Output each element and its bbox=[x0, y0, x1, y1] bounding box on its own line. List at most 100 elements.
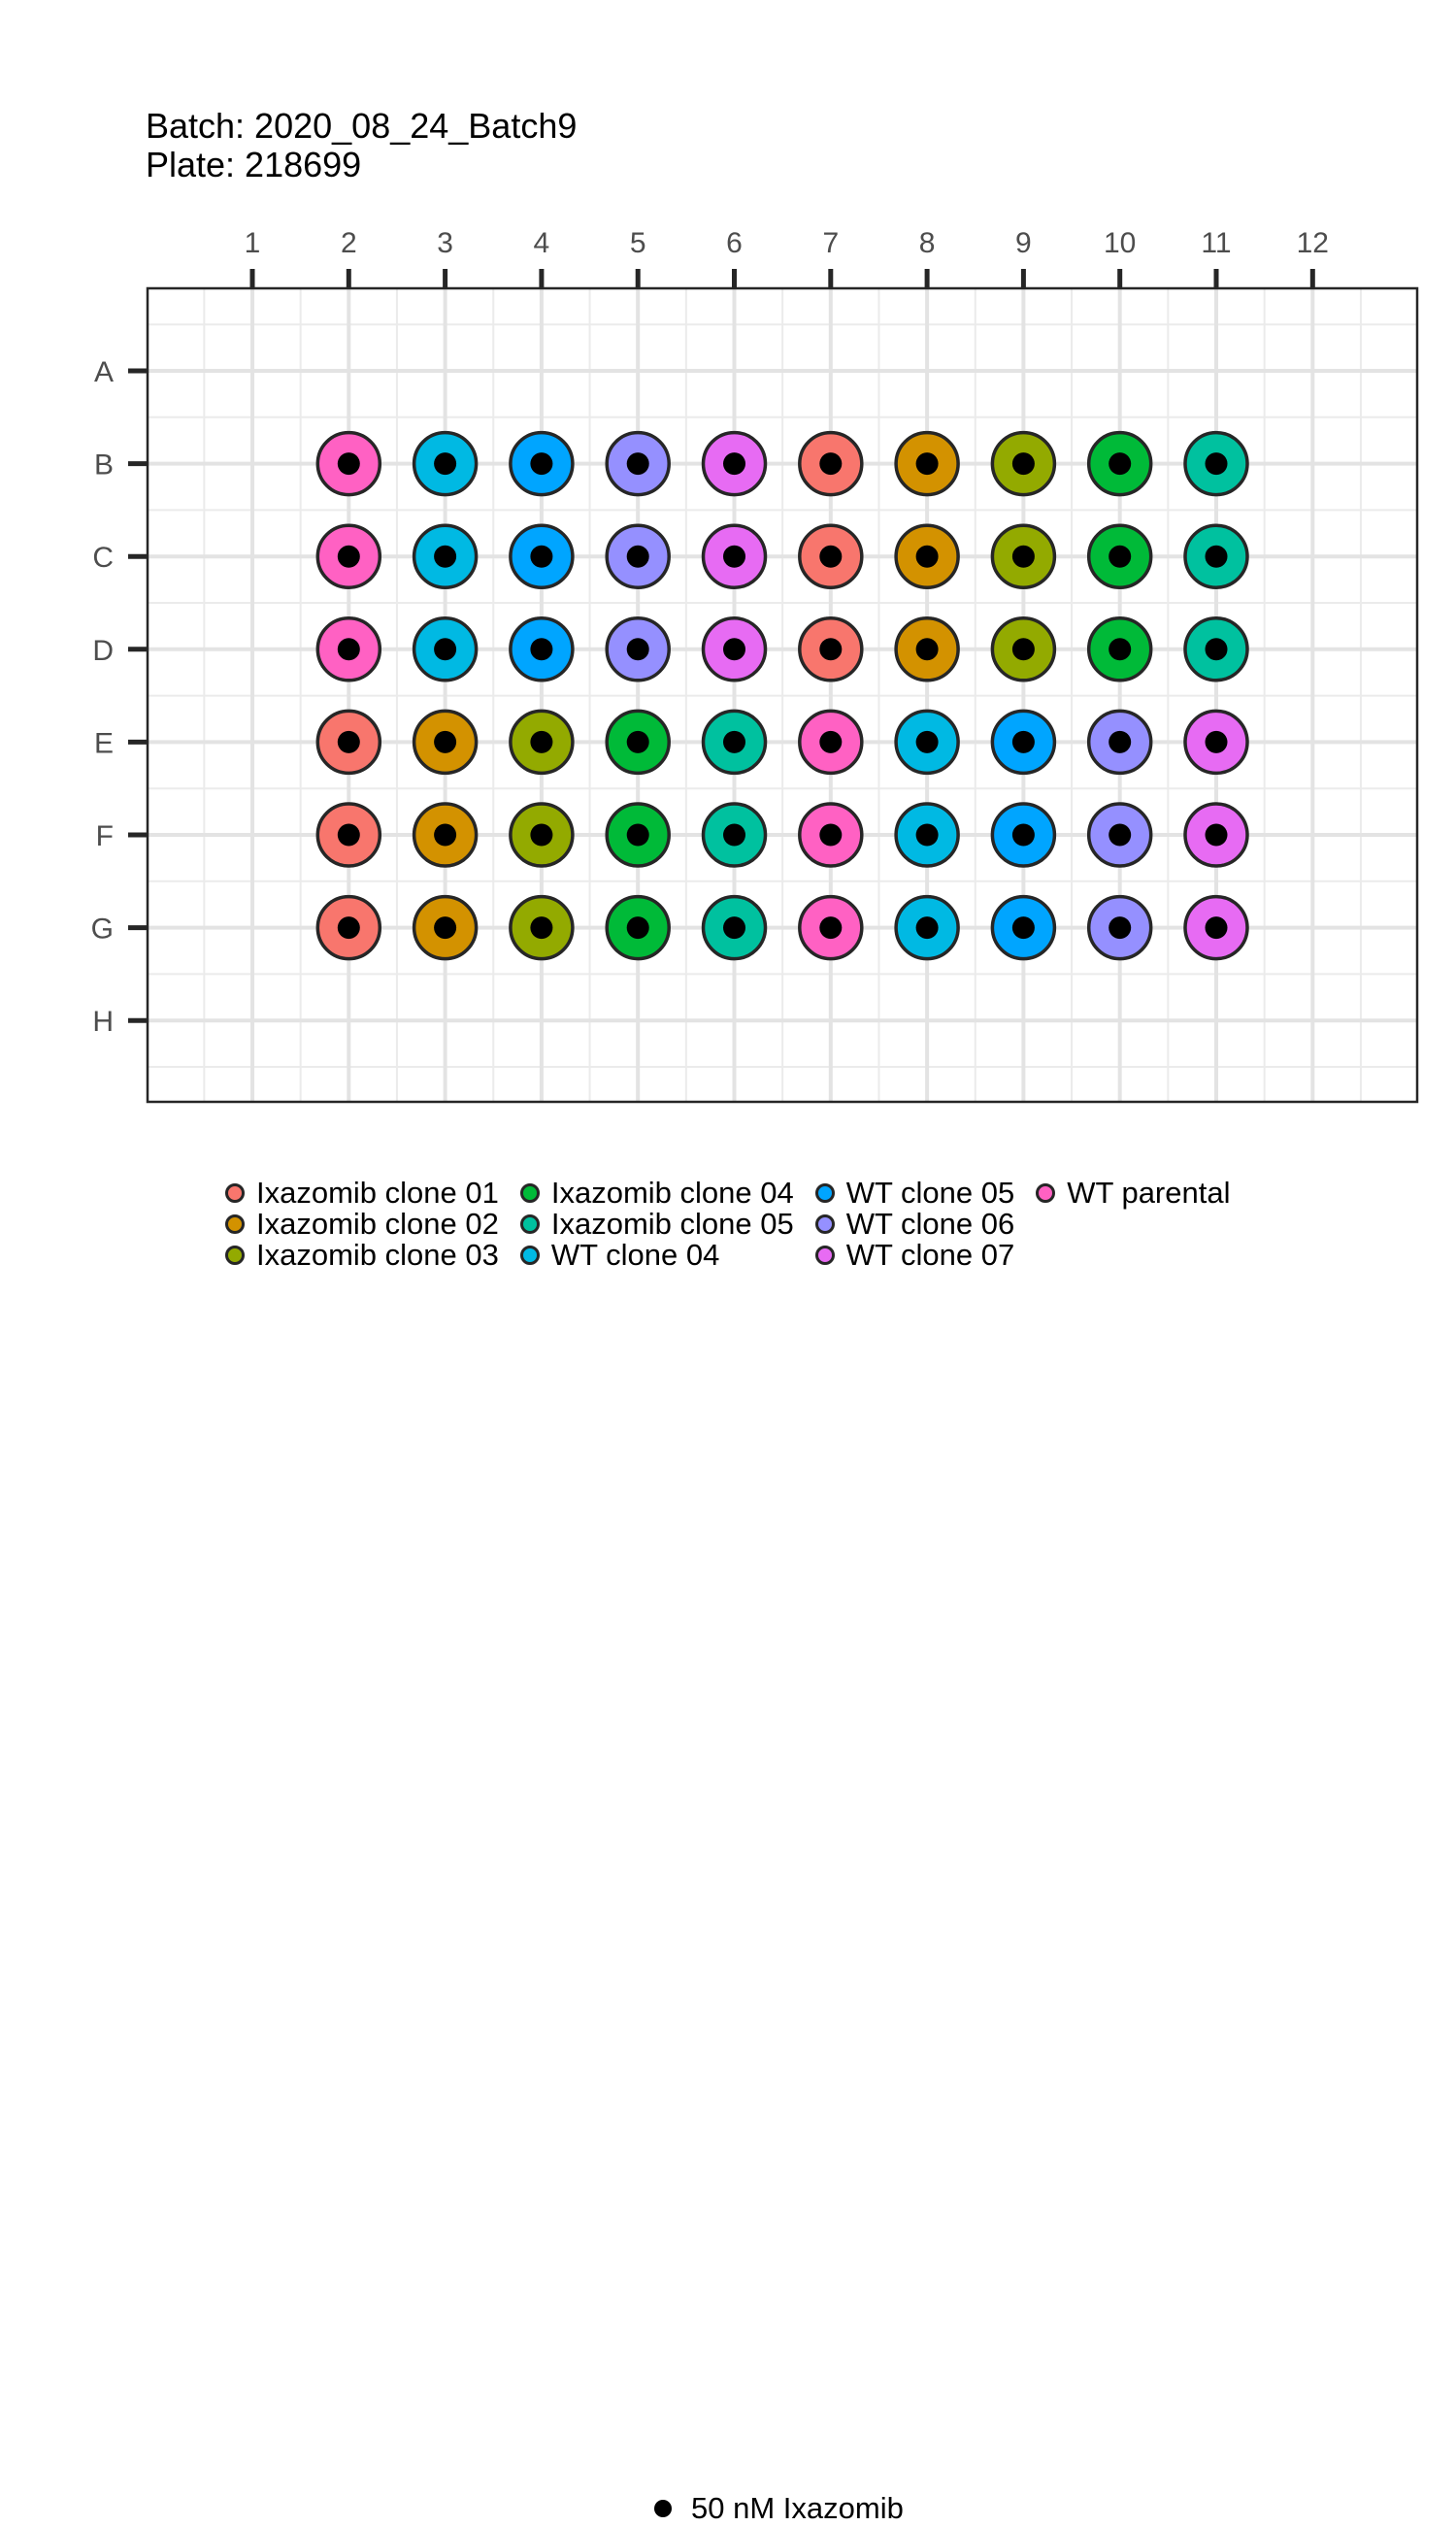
x-tick-label-10: 10 bbox=[1104, 227, 1136, 259]
treatment-dot-B3 bbox=[434, 452, 457, 476]
x-tick-label-3: 3 bbox=[437, 227, 453, 259]
treatment-dot-G4 bbox=[530, 916, 553, 940]
treatment-legend: 50 nM Ixazomib bbox=[654, 2491, 904, 2525]
legend-key bbox=[519, 1183, 540, 1203]
legend-item: WT clone 05 bbox=[814, 1176, 1015, 1210]
treatment-dot-B10 bbox=[1109, 452, 1132, 476]
legend-item: Ixazomib clone 05 bbox=[519, 1207, 794, 1241]
fill-legend: Ixazomib clone 01 Ixazomib clone 02 Ixazom… bbox=[225, 1176, 1231, 1272]
treatment-dot-D11 bbox=[1205, 638, 1228, 661]
treatment-dot-D4 bbox=[530, 638, 553, 661]
treatment-dot-C3 bbox=[434, 545, 457, 568]
legend-label: Ixazomib clone 02 bbox=[256, 1207, 499, 1241]
treatment-dot-F11 bbox=[1205, 823, 1228, 847]
treatment-dot-G11 bbox=[1205, 916, 1228, 940]
treatment-dot-B9 bbox=[1011, 452, 1035, 476]
treatment-dot-E4 bbox=[530, 730, 553, 753]
treatment-dot-E6 bbox=[723, 730, 745, 753]
treatment-dot-C8 bbox=[915, 545, 939, 568]
legend-key bbox=[814, 1183, 835, 1203]
treatment-dot-C7 bbox=[819, 545, 843, 568]
wells bbox=[315, 430, 1249, 961]
treatment-dot-D6 bbox=[723, 638, 745, 661]
legend-item: WT clone 06 bbox=[814, 1207, 1015, 1241]
treatment-dot-B2 bbox=[337, 452, 360, 476]
legend-item: Ixazomib clone 02 bbox=[225, 1207, 499, 1241]
treatment-legend-key bbox=[654, 2500, 672, 2517]
treatment-dot-F4 bbox=[530, 823, 553, 847]
treatment-dot-C2 bbox=[337, 545, 360, 568]
treatment-dot-E2 bbox=[337, 730, 360, 753]
x-tick-label-6: 6 bbox=[726, 227, 743, 259]
x-tick-label-5: 5 bbox=[630, 227, 646, 259]
legend-label: WT clone 04 bbox=[550, 1238, 720, 1272]
treatment-dot-C4 bbox=[530, 545, 553, 568]
x-tick-label-7: 7 bbox=[822, 227, 839, 259]
treatment-dot-G7 bbox=[819, 916, 843, 940]
treatment-dot-D10 bbox=[1109, 638, 1132, 661]
treatment-dot-C9 bbox=[1011, 545, 1035, 568]
treatment-dot-F5 bbox=[626, 823, 649, 847]
legend-key bbox=[225, 1246, 245, 1265]
treatment-dot-D3 bbox=[434, 638, 457, 661]
treatment-dot-B5 bbox=[626, 452, 649, 476]
y-tick-label-D: D bbox=[92, 635, 114, 667]
legend-key bbox=[225, 1214, 245, 1234]
batch-title: Batch: 2020_08_24_Batch9 bbox=[146, 106, 578, 146]
treatment-dot-G2 bbox=[337, 916, 360, 940]
treatment-dot-G5 bbox=[626, 916, 649, 940]
treatment-dot-F2 bbox=[337, 823, 360, 847]
treatment-dot-F7 bbox=[819, 823, 843, 847]
y-tick-label-A: A bbox=[94, 356, 114, 388]
treatment-dot-C10 bbox=[1109, 545, 1132, 568]
treatment-dot-E8 bbox=[915, 730, 939, 753]
x-tick-label-4: 4 bbox=[534, 227, 550, 259]
legend-key bbox=[814, 1214, 835, 1234]
treatment-dot-F8 bbox=[915, 823, 939, 847]
legend-key bbox=[225, 1183, 245, 1203]
treatment-dot-G9 bbox=[1011, 916, 1035, 940]
x-tick-label-9: 9 bbox=[1015, 227, 1032, 259]
x-tick-label-2: 2 bbox=[341, 227, 357, 259]
grid-lines bbox=[148, 288, 1417, 1102]
treatment-dot-D2 bbox=[337, 638, 360, 661]
treatment-dot-E11 bbox=[1205, 730, 1228, 753]
treatment-dot-E5 bbox=[626, 730, 649, 753]
x-tick-label-11: 11 bbox=[1201, 227, 1231, 259]
legend-label: WT clone 06 bbox=[845, 1207, 1015, 1241]
y-tick-label-G: G bbox=[91, 914, 114, 946]
chart-title-block: Batch: 2020_08_24_Batch9 Plate: 218699 bbox=[146, 107, 577, 184]
treatment-dot-C6 bbox=[723, 545, 745, 568]
y-tick-label-E: E bbox=[94, 727, 114, 759]
legend-label: Ixazomib clone 01 bbox=[256, 1176, 499, 1210]
legend-item: Ixazomib clone 04 bbox=[519, 1176, 794, 1210]
legend-label: Ixazomib clone 04 bbox=[550, 1176, 794, 1210]
treatment-dot-B4 bbox=[530, 452, 553, 476]
legend-key bbox=[519, 1246, 540, 1265]
treatment-dot-E7 bbox=[819, 730, 843, 753]
treatment-dot-B8 bbox=[915, 452, 939, 476]
treatment-dot-B7 bbox=[819, 452, 843, 476]
treatment-dot-F3 bbox=[434, 823, 457, 847]
legend-item: WT clone 04 bbox=[519, 1238, 794, 1272]
y-tick-label-C: C bbox=[92, 542, 114, 574]
legend-label: WT clone 07 bbox=[845, 1238, 1015, 1272]
legend-key bbox=[1036, 1183, 1056, 1203]
legend-key bbox=[519, 1214, 540, 1234]
legend-label: WT parental bbox=[1067, 1176, 1231, 1210]
treatment-dot-E3 bbox=[434, 730, 457, 753]
legend-item: WT clone 07 bbox=[814, 1238, 1015, 1272]
treatment-dot-C11 bbox=[1205, 545, 1228, 568]
treatment-dot-D7 bbox=[819, 638, 843, 661]
treatment-dot-B6 bbox=[723, 452, 745, 476]
treatment-dot-G6 bbox=[723, 916, 745, 940]
legend-label: WT clone 05 bbox=[845, 1176, 1015, 1210]
treatment-dot-G3 bbox=[434, 916, 457, 940]
plate-title: Plate: 218699 bbox=[146, 145, 362, 184]
legend-label: Ixazomib clone 05 bbox=[550, 1207, 794, 1241]
y-tick-label-B: B bbox=[94, 449, 114, 482]
treatment-dot-D9 bbox=[1011, 638, 1035, 661]
legend-key bbox=[814, 1246, 835, 1265]
treatment-dot-F9 bbox=[1011, 823, 1035, 847]
